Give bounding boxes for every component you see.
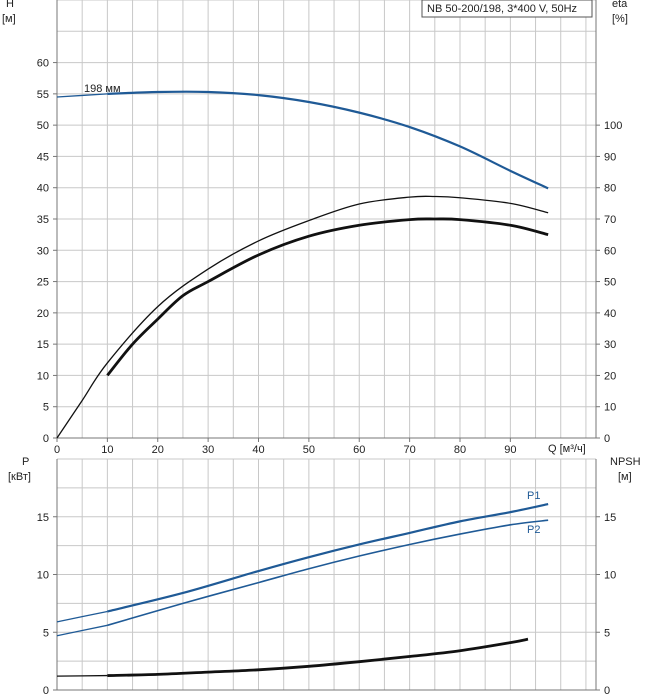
flow-tick-label: 40 [252, 444, 264, 456]
eta-tick-label: 30 [604, 339, 616, 351]
eta_thick-curve [106, 217, 549, 377]
eta-tick-label: 80 [604, 183, 616, 195]
eta-tick-label: 60 [604, 245, 616, 257]
curves [56, 90, 549, 677]
flow-tick-label: 20 [152, 444, 164, 456]
flow-tick-label: 0 [54, 444, 60, 456]
flow-tick-label: 60 [353, 444, 365, 456]
npsh-axis-unit: [м] [618, 471, 632, 483]
head-tick-label: 20 [37, 308, 49, 320]
power-tick-label: 5 [43, 627, 49, 639]
head-tick-label: 35 [37, 214, 49, 226]
npsh-tick-label: 0 [604, 685, 610, 697]
head-panel-ticks: 0 5 10 15 20 25 30 35 40 45 50 55 60 0 10 20 30 40 50 60 70 8… [37, 58, 623, 456]
title-box [421, 0, 593, 18]
head-tick-label: 60 [37, 58, 49, 70]
npsh-tick-label: 15 [604, 512, 616, 524]
flow-tick-label: 30 [202, 444, 214, 456]
power-axis-unit: [кВт] [8, 471, 31, 483]
power-tick-label: 0 [43, 685, 49, 697]
p1-label: P1 [527, 490, 540, 502]
head-tick-label: 5 [43, 402, 49, 414]
head-tick-label: 40 [37, 183, 49, 195]
eta-axis-unit: [%] [612, 13, 628, 25]
head-tick-label: 45 [37, 151, 49, 163]
flow-tick-label: 10 [101, 444, 113, 456]
eta-tick-label: 0 [604, 433, 610, 445]
power-axis-label: P [22, 456, 29, 468]
eta-tick-label: 10 [604, 402, 616, 414]
p2-label: P2 [527, 524, 540, 536]
flow-tick-label: 70 [403, 444, 415, 456]
head-axis-label: H [6, 0, 14, 10]
power-panel-ticks: 0 5 10 15 0 5 10 15 [37, 512, 617, 697]
power-panel-grid [56, 458, 597, 691]
head-tick-label: 10 [37, 370, 49, 382]
head-tick-label: 55 [37, 89, 49, 101]
p1-curve-extension [56, 610, 108, 623]
eta-tick-label: 70 [604, 214, 616, 226]
npsh-tick-label: 5 [604, 627, 610, 639]
p2-curve [107, 519, 549, 627]
npsh-curve [107, 637, 529, 677]
head-tick-label: 50 [37, 120, 49, 132]
flow-tick-label: 80 [454, 444, 466, 456]
head-panel-grid [56, 0, 597, 439]
power-tick-label: 15 [37, 512, 49, 524]
head-axis-unit: [м] [2, 13, 16, 25]
eta-tick-label: 100 [604, 120, 622, 132]
eta-tick-label: 90 [604, 151, 616, 163]
head-tick-label: 15 [37, 339, 49, 351]
head-tick-label: 0 [43, 433, 49, 445]
flow-tick-label: 90 [504, 444, 516, 456]
head-curve-extension [56, 93, 108, 98]
eta-tick-label: 40 [604, 308, 616, 320]
impeller-diameter-label: 198 мм [84, 83, 121, 95]
npsh-tick-label: 10 [604, 570, 616, 582]
head-tick-label: 30 [37, 245, 49, 257]
eta_thin-curve [56, 195, 549, 439]
npsh-axis-label: NPSH [610, 456, 641, 468]
p1-curve [107, 502, 549, 613]
pump-title: NB 50-200/198, 3*400 V, 50Hz [427, 3, 577, 15]
npsh-curve-extension [56, 674, 108, 677]
power-tick-label: 10 [37, 570, 49, 582]
head-curve [107, 90, 549, 190]
p2-curve-extension [56, 624, 108, 637]
eta-tick-label: 50 [604, 277, 616, 289]
flow-tick-label: 50 [303, 444, 315, 456]
head-tick-label: 25 [37, 277, 49, 289]
eta-axis-label: eta [612, 0, 628, 10]
eta-tick-label: 20 [604, 370, 616, 382]
flow-axis-label: Q [м³/ч] [548, 443, 586, 455]
